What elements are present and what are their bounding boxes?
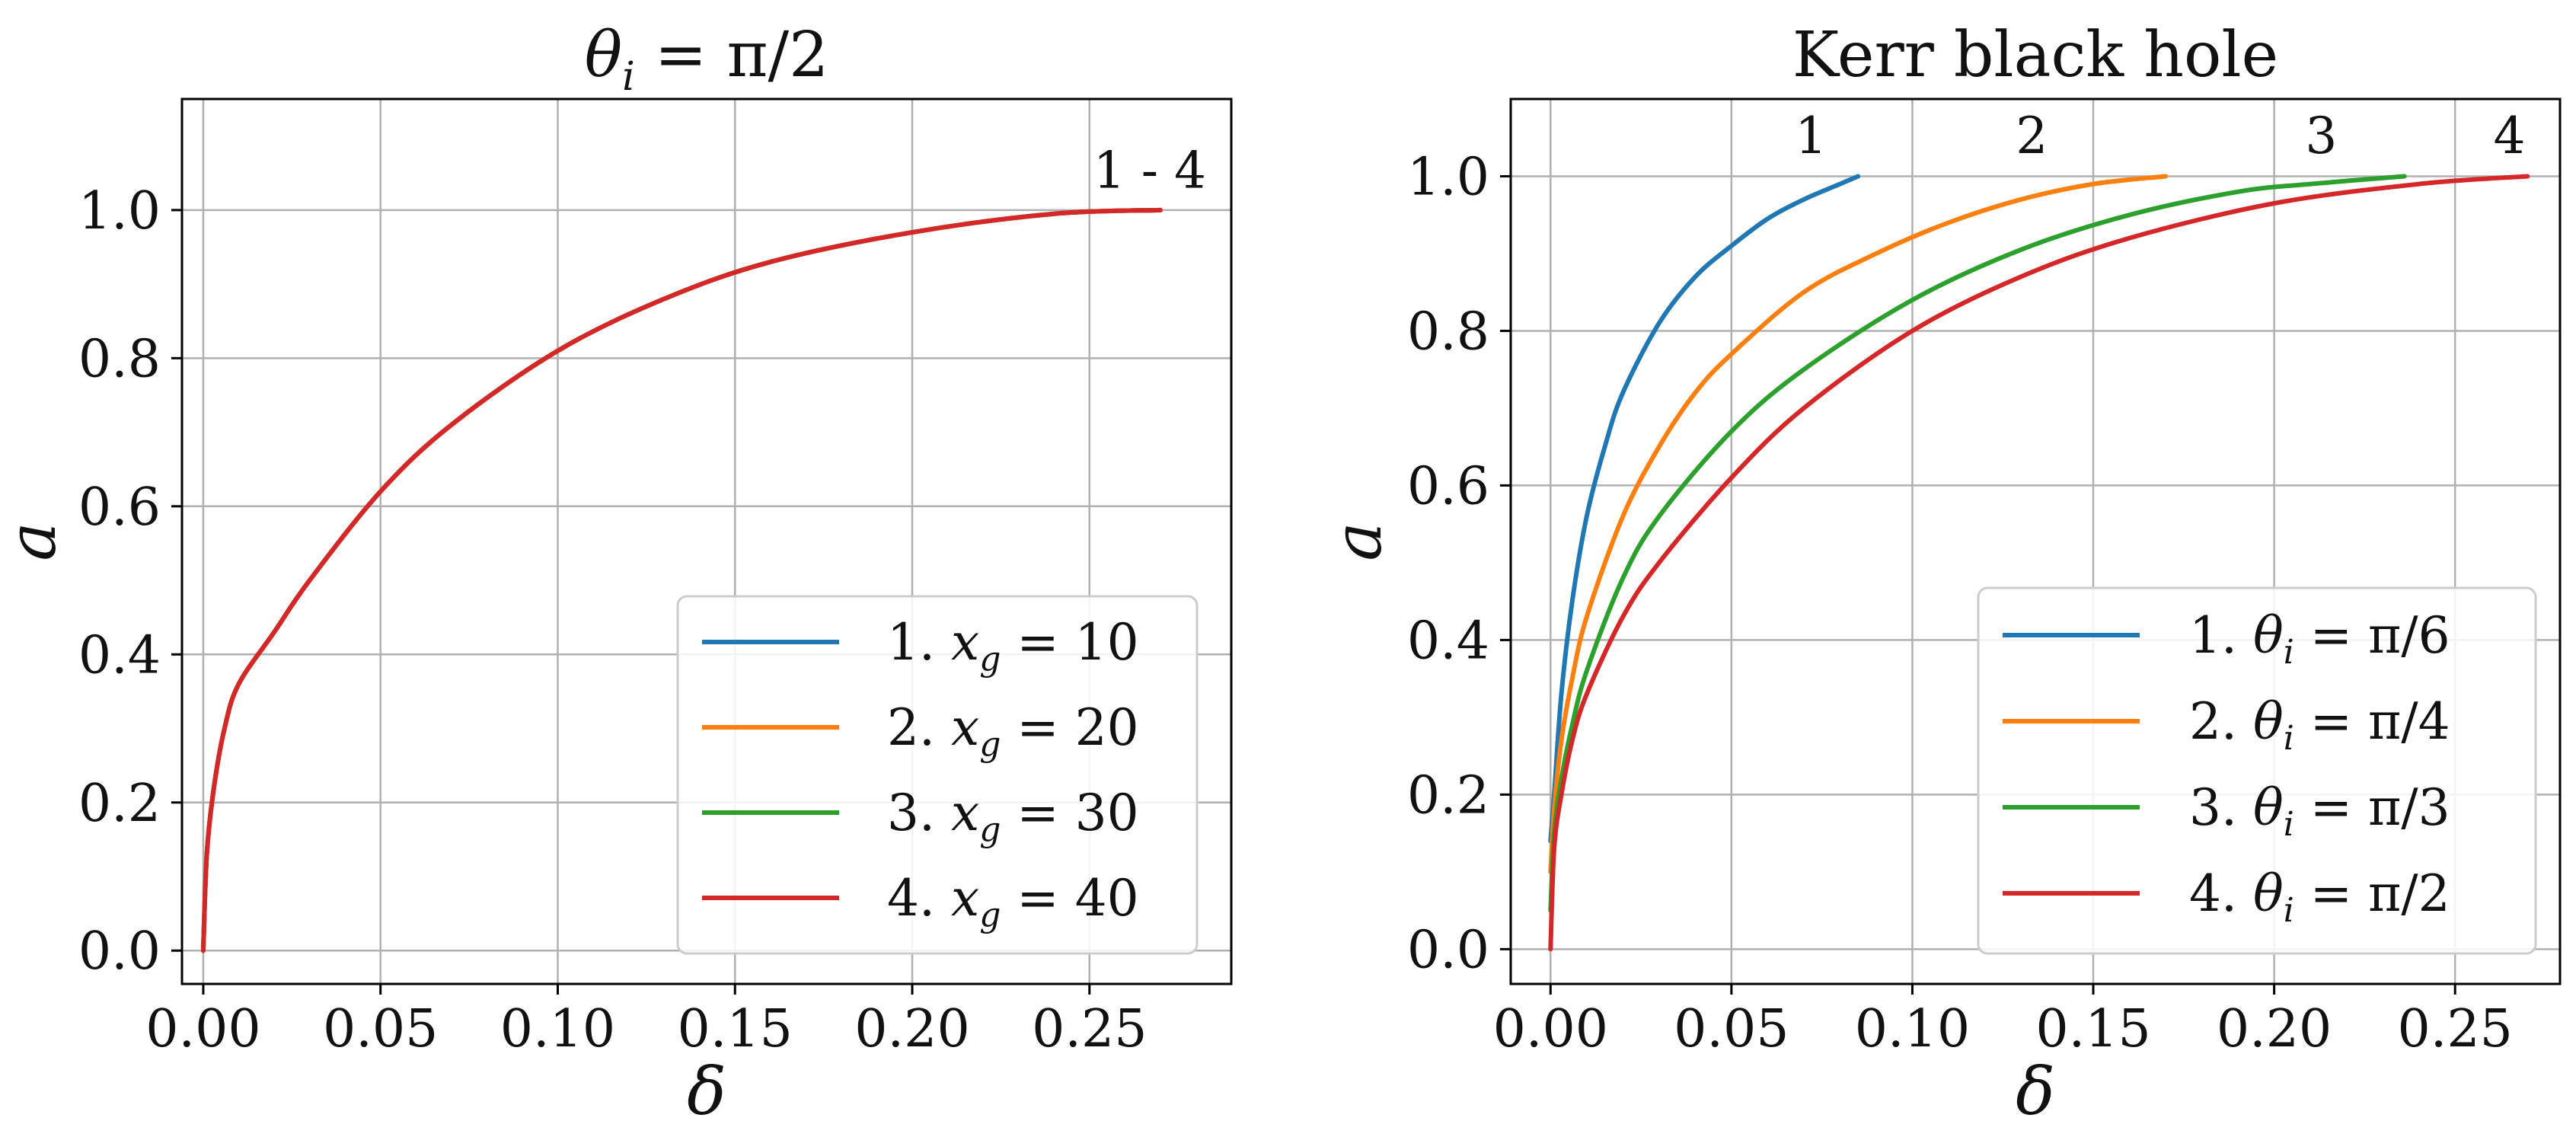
right-series-line-1 (1548, 174, 1861, 844)
right-y-tick-label: 1.0 (1407, 147, 1489, 207)
left-x-axis-label: δ (687, 1054, 726, 1130)
left-title: θi = π/2 (585, 19, 829, 100)
left-x-tick-label: 0.25 (1032, 999, 1147, 1059)
right-annotations: 1 2 3 4 (1795, 107, 2525, 165)
right-x-tick-label: 0.25 (2397, 999, 2512, 1059)
right-x-tick-label: 0.15 (2035, 999, 2150, 1059)
right-y-tick-label: 0.8 (1407, 302, 1489, 362)
right-x-ticks: 0.00 0.05 0.10 0.15 0.20 0.25 (1493, 984, 2513, 1059)
right-curve-annotation: 1 (1795, 107, 1827, 165)
right-x-tick-label: 0.20 (2217, 999, 2332, 1059)
left-series-line-4 (200, 207, 1163, 953)
right-legend-box (1977, 586, 2537, 955)
left-curve-annotation: 1 - 4 (1093, 142, 1206, 200)
right-y-tick-label: 0.0 (1407, 920, 1489, 980)
left-y-tick-label: 0.4 (78, 625, 161, 685)
right-y-axis-label: a (1320, 522, 1397, 561)
right-x-tick-label: 0.05 (1674, 999, 1789, 1059)
right-panel: 0.00 0.05 0.10 0.15 0.20 0.25 0.0 0.2 0.4 0.6 0.8… (1320, 19, 2562, 1130)
left-plot-frame (180, 97, 1233, 985)
left-legend-label-3: 3. xg = 30 (887, 784, 1139, 849)
right-y-tick-label: 0.6 (1407, 456, 1489, 516)
right-legend: 1. θi = π/6 2. θi = π/4 3. θi = π/3 4. θ… (1977, 586, 2537, 955)
left-x-tick-label: 0.05 (323, 999, 438, 1059)
right-series-lines (1548, 174, 2530, 952)
right-plot-frame (1509, 97, 2562, 985)
left-y-ticks: 0.0 0.2 0.4 0.6 0.8 1.0 (78, 181, 182, 982)
left-legend-box (676, 595, 1199, 955)
right-title: Kerr black hole (1792, 19, 2278, 91)
left-series-lines (200, 207, 1163, 953)
left-y-tick-label: 0.8 (78, 329, 161, 389)
left-y-tick-label: 0.6 (78, 477, 161, 538)
left-y-tick-label: 1.0 (78, 181, 161, 241)
left-x-tick-label: 0.00 (145, 999, 260, 1059)
right-series-line-3 (1548, 174, 2407, 913)
left-x-ticks: 0.00 0.05 0.10 0.15 0.20 0.25 (145, 984, 1147, 1059)
left-x-tick-label: 0.20 (854, 999, 969, 1059)
left-legend-label-4: 4. xg = 40 (887, 869, 1139, 934)
right-legend-label-2: 2. θi = π/4 (2189, 692, 2450, 758)
right-y-tick-label: 0.2 (1407, 765, 1489, 826)
right-y-tick-label: 0.4 (1407, 611, 1489, 671)
left-legend: 1. xg = 10 2. xg = 20 3. xg = 30 4. xg =… (676, 595, 1199, 955)
left-y-tick-label: 0.0 (78, 921, 161, 982)
right-x-tick-label: 0.00 (1493, 999, 1608, 1059)
left-y-axis-label: a (0, 522, 71, 561)
right-curve-annotation: 4 (2493, 107, 2525, 165)
right-x-axis-label: δ (2016, 1054, 2055, 1130)
left-annotations: 1 - 4 (1093, 142, 1206, 200)
left-legend-label-2: 2. xg = 20 (887, 698, 1139, 764)
left-legend-label-1: 1. xg = 10 (887, 613, 1139, 679)
right-series-line-4 (1548, 174, 2530, 952)
right-legend-label-1: 1. θi = π/6 (2189, 606, 2450, 672)
left-x-tick-label: 0.15 (678, 999, 793, 1059)
right-curve-annotation: 3 (2305, 107, 2337, 165)
left-panel: 0.00 0.05 0.10 0.15 0.20 0.25 0.0 0.2 0.4 0.6 0.8… (0, 19, 1233, 1130)
left-x-tick-label: 0.10 (500, 999, 615, 1059)
right-x-tick-label: 0.10 (1855, 999, 1970, 1059)
right-series-line-2 (1548, 174, 2169, 874)
right-legend-label-3: 3. θi = π/3 (2189, 778, 2450, 844)
right-legend-label-4: 4. θi = π/2 (2189, 864, 2450, 930)
left-y-tick-label: 0.2 (78, 774, 161, 834)
right-y-ticks: 0.0 0.2 0.4 0.6 0.8 1.0 (1407, 147, 1511, 980)
right-curve-annotation: 2 (2016, 107, 2048, 165)
